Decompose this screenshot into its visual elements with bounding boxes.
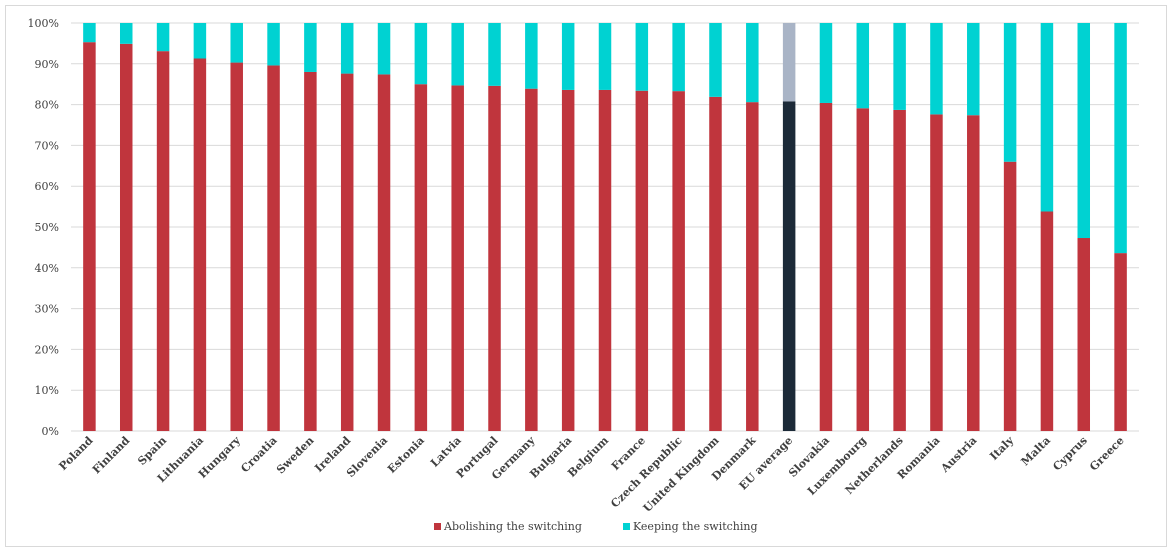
bar-segment-keeping	[782, 23, 796, 102]
bar-segment-abolishing	[1040, 211, 1054, 431]
bar-segment-abolishing	[156, 51, 170, 431]
bar-segment-keeping	[119, 23, 133, 44]
bar-segment-keeping	[156, 23, 170, 52]
bar-segment-abolishing	[230, 62, 243, 432]
legend-swatch	[434, 523, 441, 530]
bar-segment-keeping	[635, 23, 649, 91]
bars	[83, 23, 1127, 432]
bar-segment-abolishing	[488, 85, 501, 431]
bar-segment-abolishing	[967, 115, 980, 431]
bar-segment-keeping	[561, 23, 575, 90]
y-axis-ticks: 0% 10% 20% 30% 40% 50% 60% 70% 80% 90% 100%	[28, 17, 59, 438]
bar-segment-keeping	[230, 23, 243, 63]
bar-segment-keeping	[377, 23, 391, 75]
x-tick-label: Croatia	[238, 434, 279, 475]
bar-segment-keeping	[598, 23, 612, 90]
bar-segment-abolishing	[267, 65, 280, 431]
x-tick-label: Finland	[90, 434, 133, 477]
stacked-bar-chart: 0% 10% 20% 30% 40% 50% 60% 70% 80% 90% 100% Poland…	[28, 17, 1139, 533]
y-tick-label: 20%	[35, 343, 59, 356]
bar-segment-abolishing	[856, 108, 870, 431]
x-tick-label: Latvia	[428, 434, 464, 470]
x-tick-label: Sweden	[274, 434, 317, 477]
bar-segment-abolishing	[119, 43, 133, 432]
bar-segment-abolishing	[709, 96, 722, 432]
bar-segment-abolishing	[451, 85, 464, 431]
bar-segment-keeping	[819, 23, 833, 103]
bar-segment-keeping	[1077, 23, 1091, 239]
bar-segment-abolishing	[1077, 238, 1091, 431]
bar-segment-abolishing	[377, 74, 391, 432]
legend-label: Abolishing the switching	[443, 520, 582, 533]
y-tick-label: 10%	[35, 384, 59, 397]
legend-label: Keeping the switching	[633, 520, 758, 533]
bar-segment-abolishing	[782, 101, 796, 431]
legend: Abolishing the switching Keeping the swit…	[434, 520, 758, 533]
bar-segment-keeping	[488, 23, 501, 86]
bar-segment-keeping	[83, 23, 96, 43]
bar-segment-abolishing	[930, 114, 943, 431]
y-tick-label: 30%	[35, 303, 59, 316]
bar-segment-abolishing	[83, 42, 96, 432]
bar-segment-keeping	[414, 23, 428, 85]
bar-segment-keeping	[930, 23, 943, 115]
x-tick-label: Estonia	[385, 434, 427, 476]
y-tick-label: 0%	[42, 425, 59, 438]
bar-segment-keeping	[1114, 23, 1127, 254]
x-tick-label: Spain	[135, 434, 169, 468]
x-tick-label: Cyprus	[1050, 434, 1089, 473]
bar-segment-keeping	[1003, 23, 1017, 162]
y-tick-label: 80%	[35, 99, 59, 112]
y-tick-label: 90%	[35, 58, 59, 71]
bar-segment-abolishing	[635, 90, 649, 431]
bar-segment-keeping	[1040, 23, 1054, 212]
bar-segment-abolishing	[672, 91, 685, 432]
x-tick-label: Belgium	[565, 434, 611, 480]
bar-segment-keeping	[193, 23, 207, 59]
bar-segment-keeping	[893, 23, 906, 110]
bar-segment-keeping	[304, 23, 317, 72]
x-tick-label: Malta	[1019, 434, 1053, 468]
bar-segment-abolishing	[598, 89, 612, 432]
chart-frame: 0% 10% 20% 30% 40% 50% 60% 70% 80% 90% 100% Poland…	[5, 5, 1167, 547]
bar-segment-keeping	[267, 23, 280, 66]
bar-segment-abolishing	[414, 84, 428, 431]
bar-segment-abolishing	[1114, 253, 1127, 431]
bar-segment-abolishing	[525, 88, 538, 432]
bar-segment-abolishing	[561, 89, 575, 432]
bar-segment-abolishing	[893, 109, 906, 432]
bar-segment-keeping	[746, 23, 759, 103]
bar-segment-keeping	[967, 23, 980, 116]
bar-segment-abolishing	[193, 58, 207, 431]
bar-segment-keeping	[672, 23, 685, 92]
y-tick-label: 50%	[35, 221, 59, 234]
x-tick-label: Italy	[987, 434, 1016, 463]
bar-segment-keeping	[525, 23, 538, 89]
bar-segment-abolishing	[819, 102, 833, 431]
bar-segment-abolishing	[304, 71, 317, 432]
y-tick-label: 60%	[35, 180, 59, 193]
x-tick-label: Austria	[938, 434, 980, 476]
legend-swatch	[623, 523, 630, 530]
y-tick-label: 40%	[35, 262, 59, 275]
bar-segment-keeping	[340, 23, 354, 74]
bar-segment-abolishing	[1003, 161, 1017, 431]
bar-segment-abolishing	[746, 102, 759, 431]
y-tick-label: 100%	[28, 17, 59, 30]
bar-segment-keeping	[856, 23, 870, 109]
y-tick-label: 70%	[35, 139, 59, 152]
bar-segment-keeping	[451, 23, 464, 86]
x-tick-label: Greece	[1087, 434, 1127, 474]
bar-segment-keeping	[709, 23, 722, 97]
bar-segment-abolishing	[340, 73, 354, 431]
